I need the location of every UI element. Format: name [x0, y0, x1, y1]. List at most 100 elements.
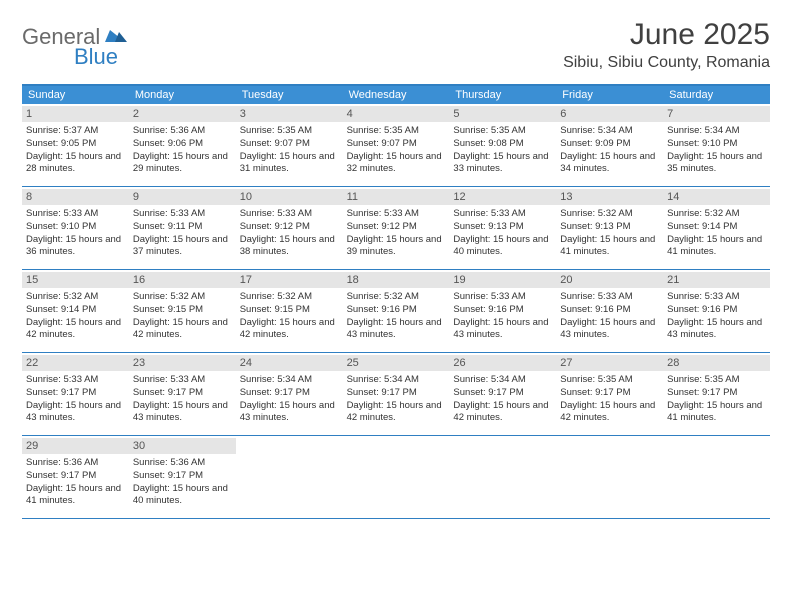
dow-cell: Friday	[556, 86, 663, 104]
empty-cell	[236, 436, 343, 518]
sunrise-line: Sunrise: 5:32 AM	[667, 208, 766, 221]
daylight-line: Daylight: 15 hours and 42 minutes.	[453, 400, 552, 426]
sunset-line: Sunset: 9:06 PM	[133, 138, 232, 151]
daylight-line: Daylight: 15 hours and 34 minutes.	[560, 151, 659, 177]
day-number: 6	[556, 106, 663, 122]
day-number: 2	[129, 106, 236, 122]
sunrise-line: Sunrise: 5:32 AM	[347, 291, 446, 304]
daylight-line: Daylight: 15 hours and 43 minutes.	[560, 317, 659, 343]
daylight-line: Daylight: 15 hours and 33 minutes.	[453, 151, 552, 177]
daylight-line: Daylight: 15 hours and 42 minutes.	[240, 317, 339, 343]
daylight-line: Daylight: 15 hours and 43 minutes.	[240, 400, 339, 426]
day-number: 25	[343, 355, 450, 371]
sunrise-line: Sunrise: 5:36 AM	[133, 125, 232, 138]
empty-cell	[663, 436, 770, 518]
sunset-line: Sunset: 9:17 PM	[347, 387, 446, 400]
sunrise-line: Sunrise: 5:33 AM	[240, 208, 339, 221]
day-cell: 3Sunrise: 5:35 AMSunset: 9:07 PMDaylight…	[236, 104, 343, 186]
day-number: 16	[129, 272, 236, 288]
day-cell: 17Sunrise: 5:32 AMSunset: 9:15 PMDayligh…	[236, 270, 343, 352]
day-cell: 27Sunrise: 5:35 AMSunset: 9:17 PMDayligh…	[556, 353, 663, 435]
logo-text-blue: Blue	[74, 44, 118, 69]
day-number: 1	[22, 106, 129, 122]
week-row: 1Sunrise: 5:37 AMSunset: 9:05 PMDaylight…	[22, 104, 770, 187]
sunrise-line: Sunrise: 5:32 AM	[560, 208, 659, 221]
sunrise-line: Sunrise: 5:33 AM	[453, 208, 552, 221]
dow-cell: Saturday	[663, 86, 770, 104]
daylight-line: Daylight: 15 hours and 42 minutes.	[26, 317, 125, 343]
calendar: SundayMondayTuesdayWednesdayThursdayFrid…	[22, 84, 770, 519]
sunrise-line: Sunrise: 5:36 AM	[26, 457, 125, 470]
sunrise-line: Sunrise: 5:34 AM	[667, 125, 766, 138]
daylight-line: Daylight: 15 hours and 29 minutes.	[133, 151, 232, 177]
daylight-line: Daylight: 15 hours and 42 minutes.	[347, 400, 446, 426]
daylight-line: Daylight: 15 hours and 41 minutes.	[667, 234, 766, 260]
day-number: 10	[236, 189, 343, 205]
daylight-line: Daylight: 15 hours and 36 minutes.	[26, 234, 125, 260]
title-block: June 2025 Sibiu, Sibiu County, Romania	[563, 18, 770, 72]
day-number: 20	[556, 272, 663, 288]
day-number: 12	[449, 189, 556, 205]
sunset-line: Sunset: 9:05 PM	[26, 138, 125, 151]
day-number: 24	[236, 355, 343, 371]
sunset-line: Sunset: 9:17 PM	[133, 470, 232, 483]
day-cell: 20 Sunrise: 5:33 AMSunset: 9:16 PMDayligh…	[556, 270, 663, 352]
day-cell: 16Sunrise: 5:32 AMSunset: 9:15 PMDayligh…	[129, 270, 236, 352]
day-cell: 4Sunrise: 5:35 AMSunset: 9:07 PMDaylight…	[343, 104, 450, 186]
day-cell: 18Sunrise: 5:32 AMSunset: 9:16 PMDayligh…	[343, 270, 450, 352]
sunset-line: Sunset: 9:13 PM	[453, 221, 552, 234]
daylight-line: Daylight: 15 hours and 32 minutes.	[347, 151, 446, 177]
sunrise-line: Sunrise: 5:35 AM	[347, 125, 446, 138]
sunset-line: Sunset: 9:07 PM	[240, 138, 339, 151]
day-number: 26	[449, 355, 556, 371]
day-cell: 11Sunrise: 5:33 AMSunset: 9:12 PMDayligh…	[343, 187, 450, 269]
sunrise-line: Sunrise: 5:33 AM	[560, 291, 659, 304]
sunrise-line: Sunrise: 5:36 AM	[133, 457, 232, 470]
sunset-line: Sunset: 9:09 PM	[560, 138, 659, 151]
sunrise-line: Sunrise: 5:35 AM	[560, 374, 659, 387]
day-cell: 12Sunrise: 5:33 AMSunset: 9:13 PMDayligh…	[449, 187, 556, 269]
day-number: 13	[556, 189, 663, 205]
dow-cell: Monday	[129, 86, 236, 104]
daylight-line: Daylight: 15 hours and 41 minutes.	[667, 400, 766, 426]
day-cell: 28Sunrise: 5:35 AMSunset: 9:17 PMDayligh…	[663, 353, 770, 435]
day-number: 14	[663, 189, 770, 205]
day-cell: 6Sunrise: 5:34 AMSunset: 9:09 PMDaylight…	[556, 104, 663, 186]
day-number: 19	[449, 272, 556, 288]
day-cell: 25 Sunrise: 5:34 AMSunset: 9:17 PMDayligh…	[343, 353, 450, 435]
day-cell: 13Sunrise: 5:32 AMSunset: 9:13 PMDayligh…	[556, 187, 663, 269]
sunrise-line: Sunrise: 5:35 AM	[240, 125, 339, 138]
sunset-line: Sunset: 9:10 PM	[667, 138, 766, 151]
day-cell: 1Sunrise: 5:37 AMSunset: 9:05 PMDaylight…	[22, 104, 129, 186]
sunset-line: Sunset: 9:11 PM	[133, 221, 232, 234]
daylight-line: Daylight: 15 hours and 43 minutes.	[667, 317, 766, 343]
sunset-line: Sunset: 9:14 PM	[667, 221, 766, 234]
sunset-line: Sunset: 9:16 PM	[667, 304, 766, 317]
day-number: 3	[236, 106, 343, 122]
sunrise-line: Sunrise: 5:33 AM	[26, 374, 125, 387]
day-number: 30	[129, 438, 236, 454]
dow-cell: Wednesday	[343, 86, 450, 104]
week-row: 22Sunrise: 5:33 AMSunset: 9:17 PMDayligh…	[22, 353, 770, 436]
dow-cell: Thursday	[449, 86, 556, 104]
sunset-line: Sunset: 9:12 PM	[347, 221, 446, 234]
sunrise-line: Sunrise: 5:33 AM	[26, 208, 125, 221]
sunrise-line: Sunrise: 5:33 AM	[133, 374, 232, 387]
sunrise-line: Sunrise: 5:32 AM	[26, 291, 125, 304]
sunset-line: Sunset: 9:17 PM	[667, 387, 766, 400]
sunrise-line: Sunrise: 5:34 AM	[240, 374, 339, 387]
day-number: 4	[343, 106, 450, 122]
day-cell: 26Sunrise: 5:34 AMSunset: 9:17 PMDayligh…	[449, 353, 556, 435]
day-number: 17	[236, 272, 343, 288]
days-of-week-row: SundayMondayTuesdayWednesdayThursdayFrid…	[22, 86, 770, 104]
sunrise-line: Sunrise: 5:34 AM	[347, 374, 446, 387]
sunset-line: Sunset: 9:13 PM	[560, 221, 659, 234]
header-row: General Blue June 2025 Sibiu, Sibiu Coun…	[22, 18, 770, 72]
sunset-line: Sunset: 9:17 PM	[133, 387, 232, 400]
sunset-line: Sunset: 9:16 PM	[560, 304, 659, 317]
day-number: 8	[22, 189, 129, 205]
sunrise-line: Sunrise: 5:33 AM	[133, 208, 232, 221]
sunrise-line: Sunrise: 5:33 AM	[453, 291, 552, 304]
sunset-line: Sunset: 9:15 PM	[240, 304, 339, 317]
sunrise-line: Sunrise: 5:35 AM	[453, 125, 552, 138]
